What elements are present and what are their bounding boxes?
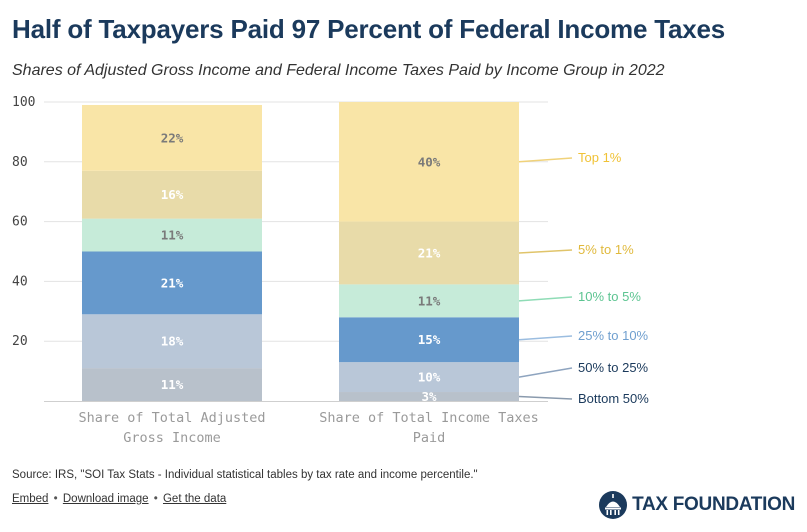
bar-segment[interactable] [339,221,519,285]
get-the-data-link[interactable]: Get the data [162,493,227,505]
y-tick-label: 60 [12,215,28,230]
segment-value-label: 40% [418,154,441,169]
segment-value-label: 22% [161,130,184,145]
chart-title: Half of Taxpayers Paid 97 Percent of Fed… [12,14,726,44]
stacked-bar-chart: 20 40 60 80 100 11% 3% 18% 10% 21% 15% 11% 11% 16% 21%… [12,95,649,446]
y-tick-label: 20 [12,334,28,349]
tax-foundation-logo[interactable]: TAX FOUNDATION [598,490,795,520]
legend-label[interactable]: Top 1% [578,150,622,165]
category-label: Paid [413,430,446,446]
bar-segment[interactable] [339,392,519,401]
segment-value-label: 3% [421,389,437,404]
embed-link[interactable]: Embed [12,493,49,505]
source-note: Source: IRS, "SOI Tax Stats - Individual… [12,469,478,481]
footer-links: Embed • Download image • Get the data [12,493,226,505]
legend-label[interactable]: 50% to 25% [578,360,649,375]
segment-value-label: 11% [161,377,184,392]
legend-leader-line [518,157,573,163]
segment-value-label: 15% [418,332,441,347]
chart-subtitle: Shares of Adjusted Gross Income and Fede… [12,62,665,79]
legend-leader-line [518,296,573,302]
y-tick-label: 100 [12,95,35,110]
bar-segment[interactable] [339,102,519,222]
category-label: Share of Total Adjusted [79,410,266,426]
segment-value-label: 10% [418,370,441,385]
legend-label[interactable]: 10% to 5% [578,289,641,304]
legend-label[interactable]: 25% to 10% [578,328,649,343]
brand-name: TAX FOUNDATION [632,494,795,515]
bar-segment[interactable] [82,218,262,252]
legend-leader-line [518,367,573,378]
segment-value-label: 11% [418,293,441,308]
bar-segment[interactable] [339,284,519,318]
segment-value-label: 18% [161,334,184,349]
bar-segment[interactable] [339,362,519,393]
link-separator: • [153,493,158,505]
segment-value-label: 21% [161,275,184,290]
download-image-link[interactable]: Download image [62,493,149,505]
y-tick-label: 40 [12,274,28,289]
y-tick-label: 80 [12,155,28,170]
segment-value-label: 21% [418,245,441,260]
bar-segment[interactable] [82,251,262,315]
legend-leader-line [518,395,573,400]
category-label: Share of Total Income Taxes [319,410,538,426]
legend-label[interactable]: Bottom 50% [578,391,649,406]
bar-segment[interactable] [82,104,262,171]
segment-value-label: 11% [161,228,184,243]
bar-segment[interactable] [82,368,262,401]
category-label: Gross Income [123,430,221,446]
capitol-dome-icon [599,491,628,519]
bar-segment[interactable] [82,314,262,369]
bar-segment[interactable] [82,170,262,219]
bar-segment[interactable] [339,317,519,363]
legend-label[interactable]: 5% to 1% [578,242,634,257]
legend-leader-line [518,249,573,254]
segment-value-label: 16% [161,187,184,202]
link-separator: • [53,493,58,505]
legend-leader-line [518,335,573,341]
